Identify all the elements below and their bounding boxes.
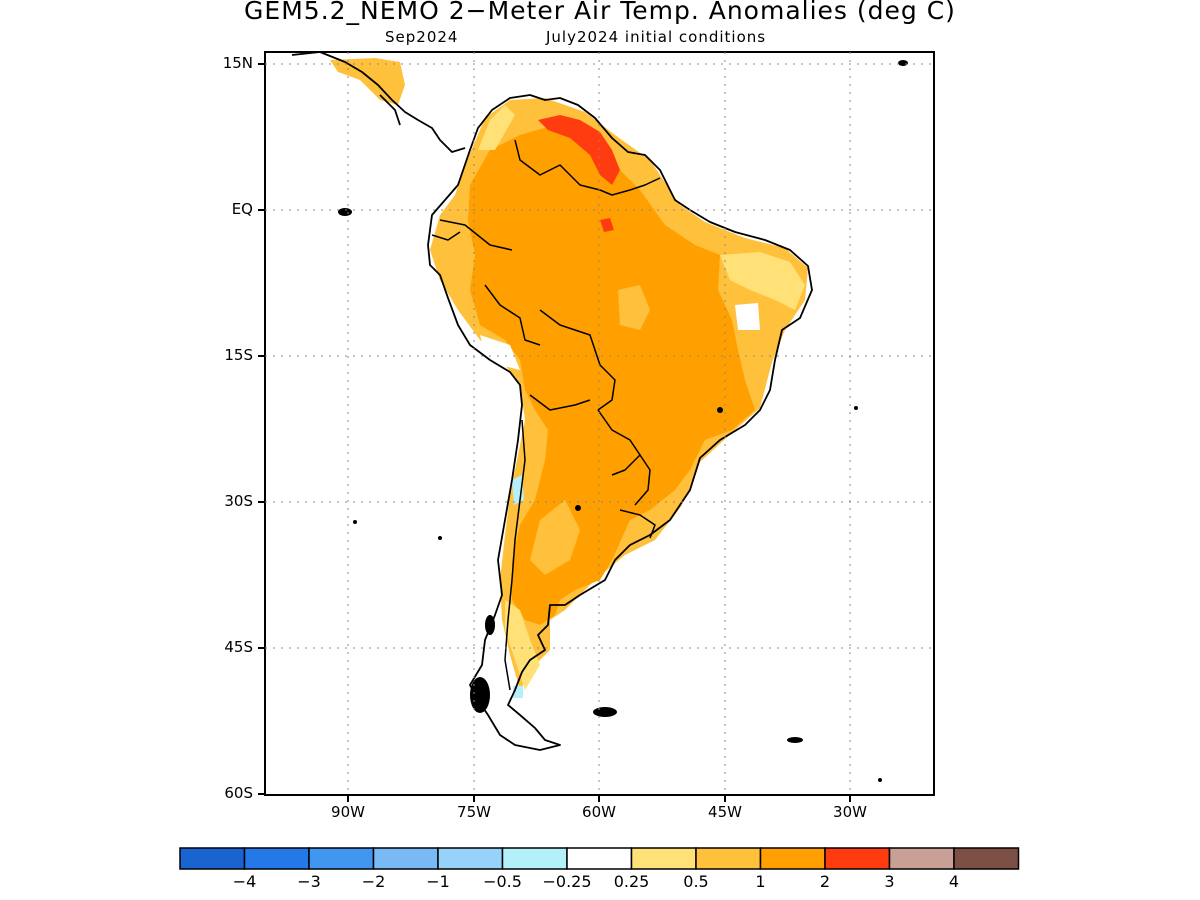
- colorbar-swatch: [888, 847, 955, 870]
- colorbar: [179, 847, 1020, 870]
- anomaly-spot-red: [600, 218, 614, 232]
- colorbar-swatch: [372, 847, 439, 870]
- border-peru-brazil: [484, 284, 541, 346]
- colorbar-label: −2: [361, 872, 386, 891]
- coastline-central-america: [291, 51, 466, 153]
- lat-label-15n: 15N: [222, 54, 253, 72]
- anomaly-patch-white-ne: [735, 303, 760, 330]
- initial-conditions: July2024 initial conditions: [546, 28, 767, 46]
- lat-label-30s: 30S: [224, 492, 253, 510]
- anomaly-region-yellow-ne: [720, 252, 805, 310]
- colorbar-swatch: [566, 847, 633, 870]
- border-ecuador: [431, 231, 461, 241]
- lat-label-45s: 45S: [224, 638, 253, 656]
- island-fernando: [854, 406, 858, 410]
- island-juan: [438, 536, 442, 540]
- border-paraguay: [597, 409, 641, 476]
- colorbar-label: 3: [884, 872, 895, 891]
- anomaly-patch-light-orange-south: [530, 500, 580, 575]
- island-galapagos: [338, 208, 352, 216]
- map-title: GEM5.2_NEMO 2−Meter Air Temp. Anomalies …: [244, 0, 956, 25]
- island-tierra-del-fuego: [470, 677, 490, 713]
- colorbar-swatch: [501, 847, 568, 870]
- border-colombia-peru: [439, 219, 513, 251]
- colorbar-swatch: [630, 847, 697, 870]
- island-south-georgia: [787, 737, 803, 743]
- border-argentina-brazil: [634, 454, 651, 506]
- island-chiloe: [485, 615, 495, 635]
- island-lake: [575, 505, 581, 511]
- lat-label-60s: 60S: [224, 784, 253, 802]
- colorbar-label: 0.25: [613, 872, 650, 891]
- border-guianas: [599, 177, 661, 196]
- colorbar-label: −3: [297, 872, 321, 891]
- coastline-caribbean: [379, 94, 401, 126]
- colorbar-swatch: [953, 847, 1020, 870]
- border-colombia-venezuela: [514, 139, 601, 191]
- anomaly-patch-light-orange: [618, 285, 650, 330]
- tick-marks: [258, 63, 851, 802]
- island-falklands: [593, 707, 617, 717]
- lon-label-75w: 75W: [457, 803, 491, 821]
- colorbar-label: 2: [819, 872, 831, 891]
- colorbar-label: −0.25: [542, 872, 592, 891]
- colorbar-swatch: [695, 847, 762, 870]
- lon-label-45w: 45W: [708, 803, 742, 821]
- border-uruguay: [619, 509, 656, 539]
- lat-label-eq: EQ: [231, 200, 253, 218]
- colorbar-swatch: [437, 847, 504, 870]
- anomaly-region-yellow-north: [478, 105, 515, 150]
- forecast-month: Sep2024: [385, 28, 459, 46]
- island-lake-2: [717, 407, 723, 413]
- lat-label-15s: 15S: [224, 346, 253, 364]
- colorbar-swatch: [179, 847, 246, 870]
- colorbar-swatch: [308, 847, 375, 870]
- colorbar-swatch: [243, 847, 310, 870]
- anomaly-patch-white-coast: [480, 335, 520, 370]
- country-borders: [431, 139, 661, 691]
- lon-label-30w: 30W: [833, 803, 867, 821]
- coastlines: [291, 51, 813, 751]
- coastline-south-america: [427, 94, 813, 751]
- lon-label-90w: 90W: [331, 803, 365, 821]
- colorbar-label: −1: [426, 872, 450, 891]
- colorbar-label: 0.5: [683, 872, 709, 891]
- colorbar-label: −0.5: [483, 872, 522, 891]
- anomaly-region-orange: [468, 125, 755, 625]
- border-bolivia-south: [529, 394, 591, 411]
- colorbar-label: −4: [232, 872, 257, 891]
- colorbar-label: 1: [755, 872, 766, 891]
- colorbar-label: 4: [948, 872, 960, 891]
- lon-label-60w: 60W: [582, 803, 616, 821]
- border-argentina-chile: [504, 419, 526, 691]
- island-trinidad: [898, 60, 908, 66]
- island-sandwich: [878, 778, 882, 782]
- colorbar-swatch: [759, 847, 826, 870]
- island-sanfelix: [353, 520, 357, 524]
- anomaly-region-yellow-south: [505, 600, 540, 690]
- colorbar-swatch: [824, 847, 891, 870]
- anomaly-field: [330, 58, 808, 698]
- border-brazil-bolivia: [539, 309, 616, 411]
